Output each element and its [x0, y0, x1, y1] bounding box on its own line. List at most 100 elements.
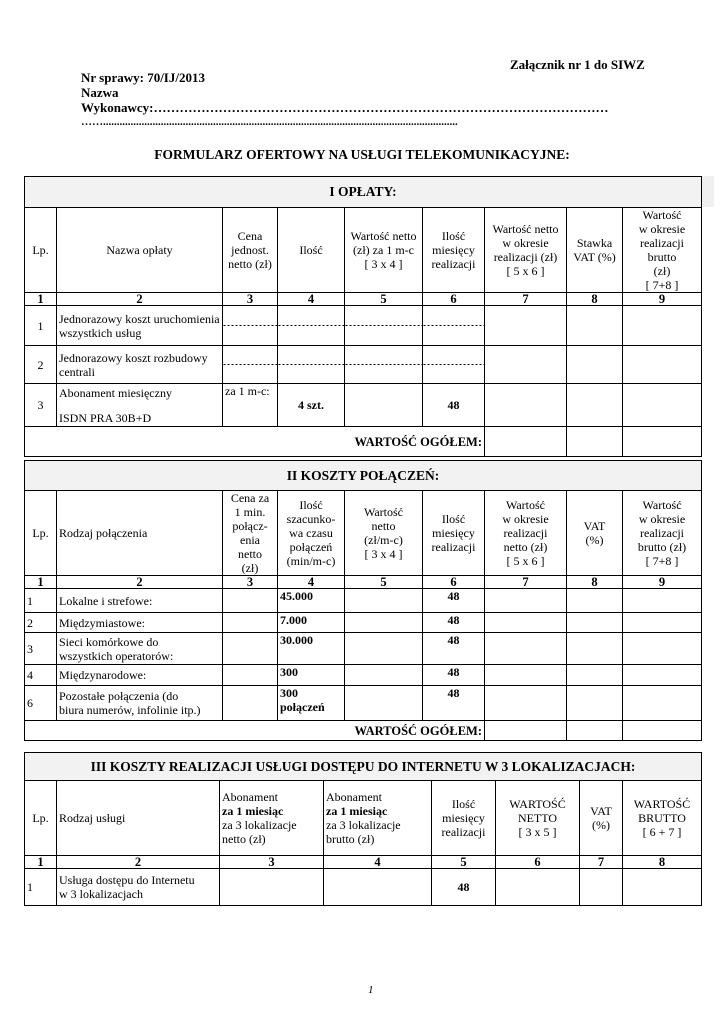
value-cell[interactable]: [344, 305, 423, 346]
column-header: Abonament za 1 miesiąc za 3 lokalizacje ne…: [219, 780, 324, 856]
attachment-label: Załącznik nr 1 do SIWZ: [510, 57, 645, 72]
value-cell[interactable]: [484, 305, 567, 346]
column-header: Rodzaj połączenia: [56, 490, 223, 576]
value-cell[interactable]: [422, 345, 485, 384]
value-cell: 7.000: [277, 612, 345, 633]
column-header: Ilość szacunko- wa czasu połączeń (min/m…: [277, 490, 345, 576]
value-cell[interactable]: [344, 345, 423, 384]
row-number: 1: [24, 588, 57, 613]
value-cell[interactable]: [219, 868, 324, 906]
fees-table: I OPŁATY: Lp. Nazwa opłaty Cena jednost. ne…: [24, 176, 702, 457]
value-cell[interactable]: [566, 612, 623, 633]
value-cell[interactable]: [484, 664, 567, 686]
value-cell[interactable]: [222, 685, 278, 721]
value-cell[interactable]: [622, 868, 702, 906]
section-title: II KOSZTY POŁĄCZEŃ:: [23, 460, 703, 491]
value-cell[interactable]: [222, 588, 278, 613]
row-name: Lokalne i strefowe:: [56, 588, 223, 613]
value-cell[interactable]: [566, 664, 623, 686]
value-cell[interactable]: [566, 588, 623, 613]
column-header: Wartość netto w okresie realizacji (zł) …: [484, 207, 567, 293]
value-cell[interactable]: [621, 588, 703, 613]
value-cell[interactable]: [579, 868, 623, 906]
value-cell: za 1 m-c:: [222, 383, 278, 427]
table-row: 4 Międzynarodowe: 300 48: [24, 664, 703, 686]
column-header: Cena jednost. netto (zł): [222, 207, 278, 293]
value-cell[interactable]: [277, 345, 345, 384]
column-header-line: za 3 lokalizacje netto (zł): [222, 818, 297, 846]
value-cell[interactable]: [222, 664, 278, 686]
row-number: 1: [24, 868, 57, 906]
value-cell: 48: [422, 588, 485, 613]
column-number: 9: [621, 575, 703, 589]
value-cell[interactable]: [344, 632, 423, 665]
value-cell[interactable]: [622, 345, 702, 384]
value-cell[interactable]: [323, 868, 432, 906]
value-cell[interactable]: [621, 664, 703, 686]
value-cell[interactable]: [222, 305, 278, 346]
total-value-cell[interactable]: [621, 720, 703, 741]
column-header: Cena za 1 min. połącz- enia netto (zł): [222, 490, 278, 576]
value-cell[interactable]: [277, 305, 345, 346]
column-number: 2: [56, 292, 223, 306]
column-header: Rodzaj usługi: [56, 780, 220, 856]
value-cell[interactable]: [484, 612, 567, 633]
total-label: WARTOŚĆ OGÓŁEM:: [24, 426, 485, 457]
value-cell[interactable]: [621, 685, 703, 721]
section-title: III KOSZTY REALIZACJI USŁUGI DOSTĘPU DO …: [24, 752, 702, 781]
value-cell[interactable]: [622, 305, 702, 346]
table-row: 1 Usługa dostępu do Internetu w 3 lokaliz…: [24, 868, 702, 906]
value-cell[interactable]: [222, 632, 278, 665]
value-cell[interactable]: [622, 383, 702, 427]
value-cell[interactable]: [566, 632, 623, 665]
value-cell[interactable]: [222, 612, 278, 633]
row-name: Sieci komórkowe do wszystkich operatorów…: [56, 632, 223, 665]
value-cell[interactable]: [422, 305, 485, 346]
value-cell[interactable]: [495, 868, 580, 906]
column-number: 2: [56, 855, 220, 869]
value-cell[interactable]: [621, 612, 703, 633]
column-header: Wartość netto (zł) za 1 m-c [ 3 x 4 ]: [344, 207, 423, 293]
value-cell[interactable]: [344, 612, 423, 633]
page-number: 1: [368, 984, 374, 996]
column-number: 9: [622, 292, 702, 306]
total-value-cell[interactable]: [566, 426, 623, 457]
contractor-name-field[interactable]: Wykonawcy:…………………………………………………………………………………: [81, 100, 609, 115]
value-cell: 48: [422, 383, 485, 427]
column-header: Wartość w okresie realizacji netto (zł) …: [484, 490, 567, 576]
value-cell[interactable]: [484, 632, 567, 665]
table-row: 1 Jednorazowy koszt uruchomienia wszystki…: [24, 305, 702, 346]
value-cell[interactable]: [484, 383, 567, 427]
column-number: 6: [495, 855, 580, 869]
value-cell[interactable]: [484, 588, 567, 613]
value-cell[interactable]: [484, 345, 567, 384]
column-number: 1: [24, 292, 57, 306]
value-cell[interactable]: [566, 305, 623, 346]
contractor-name-line2[interactable]: ……......................................…: [81, 116, 458, 128]
total-value-cell[interactable]: [622, 426, 702, 457]
column-number: 8: [566, 292, 623, 306]
column-number: 3: [219, 855, 324, 869]
value-cell[interactable]: [621, 632, 703, 665]
value-cell[interactable]: [566, 345, 623, 384]
value-cell: 300 połączeń: [277, 685, 345, 721]
value-cell[interactable]: [344, 664, 423, 686]
value-cell[interactable]: [222, 345, 278, 384]
value-cell: 48: [422, 632, 485, 665]
total-value-cell[interactable]: [566, 720, 623, 741]
column-header: Wartość netto (zł/m-c) [ 3 x 4 ]: [344, 490, 423, 576]
value-cell[interactable]: [566, 685, 623, 721]
total-value-cell[interactable]: [484, 426, 567, 457]
column-header: Nazwa opłaty: [56, 207, 223, 293]
row-number: 2: [24, 612, 57, 633]
total-value-cell[interactable]: [484, 720, 567, 741]
value-cell[interactable]: [344, 685, 423, 721]
column-header: Ilość miesięcy realizacji: [422, 490, 485, 576]
column-number: 6: [422, 292, 485, 306]
value-cell[interactable]: [484, 685, 567, 721]
row-name: Międzynarodowe:: [56, 664, 223, 686]
value-cell[interactable]: [344, 383, 423, 427]
value-cell[interactable]: [344, 588, 423, 613]
table-row: 3 Abonament miesięczny ISDN PRA 30B+D za 1 …: [24, 383, 702, 427]
value-cell[interactable]: [566, 383, 623, 427]
